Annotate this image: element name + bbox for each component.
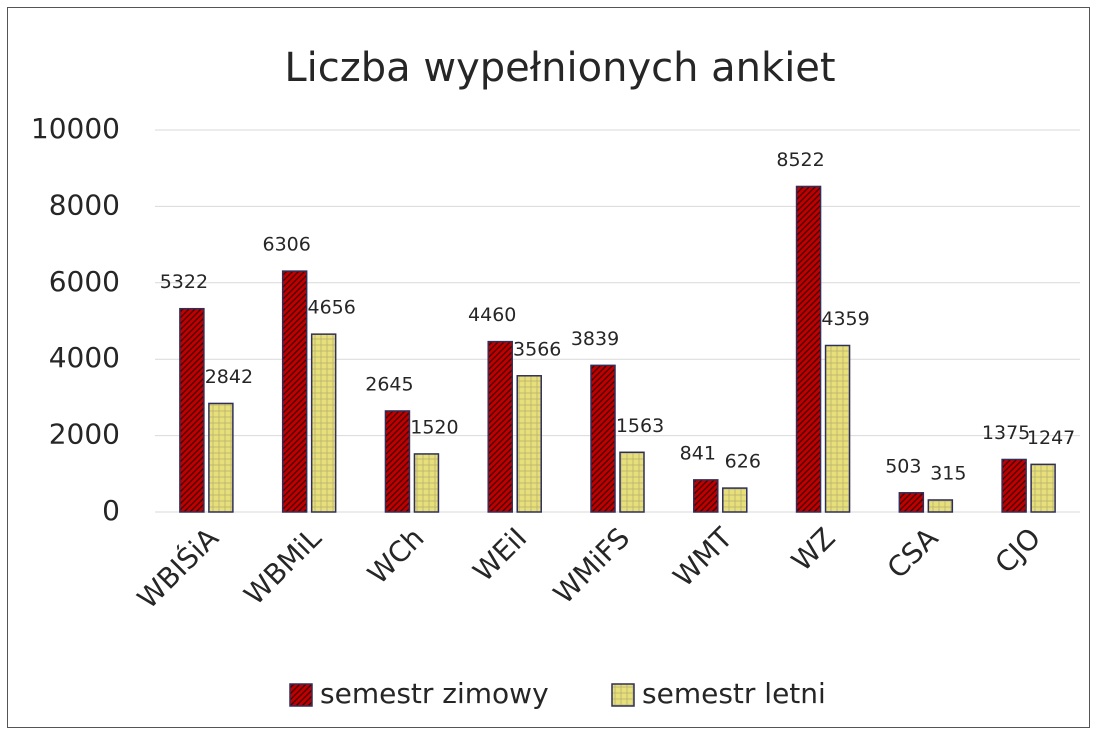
bar	[281, 270, 308, 513]
legend-label: semestr letni	[642, 677, 826, 710]
data-label: 1375	[982, 422, 1030, 444]
data-label: 626	[725, 451, 761, 473]
y-tick-label: 8000	[49, 188, 120, 221]
bar	[795, 185, 822, 513]
chart-border	[7, 7, 1090, 728]
bar	[824, 344, 851, 513]
data-label: 1247	[1027, 427, 1075, 449]
chart-title: Liczba wypełnionych ankiet	[284, 45, 835, 91]
y-tick-label: 0	[102, 494, 120, 527]
data-label: 5322	[160, 271, 208, 293]
data-label: 8522	[776, 149, 824, 171]
bar	[722, 487, 748, 513]
data-label: 315	[930, 462, 966, 484]
data-label: 3566	[513, 338, 561, 360]
y-tick-label: 4000	[49, 341, 120, 374]
data-label: 4656	[307, 297, 355, 319]
data-label: 841	[680, 442, 716, 464]
legend-swatch	[611, 683, 635, 707]
data-label: 2645	[365, 373, 413, 395]
bar	[413, 453, 440, 513]
data-label: 6306	[262, 234, 310, 256]
data-label: 2842	[205, 366, 253, 388]
data-label: 503	[885, 455, 921, 477]
data-label: 4460	[468, 304, 516, 326]
legend-swatch	[289, 683, 313, 707]
bar	[1001, 458, 1027, 513]
legend-label: semestr zimowy	[320, 677, 549, 710]
bar	[310, 333, 337, 513]
bar	[927, 499, 954, 513]
bar	[179, 307, 205, 513]
bar	[590, 364, 616, 513]
data-label: 1520	[410, 416, 458, 438]
bar	[516, 375, 542, 513]
data-label: 3839	[571, 328, 619, 350]
bar	[619, 451, 645, 513]
bar	[1030, 463, 1056, 513]
y-tick-label: 6000	[49, 265, 120, 298]
y-tick-label: 10000	[31, 112, 120, 145]
bar	[693, 479, 719, 513]
bar	[487, 340, 513, 513]
bar	[384, 410, 411, 513]
bar	[898, 492, 925, 513]
data-label: 4359	[821, 308, 869, 330]
y-tick-label: 2000	[49, 418, 120, 451]
data-label: 1563	[616, 415, 664, 437]
bar	[208, 402, 234, 513]
